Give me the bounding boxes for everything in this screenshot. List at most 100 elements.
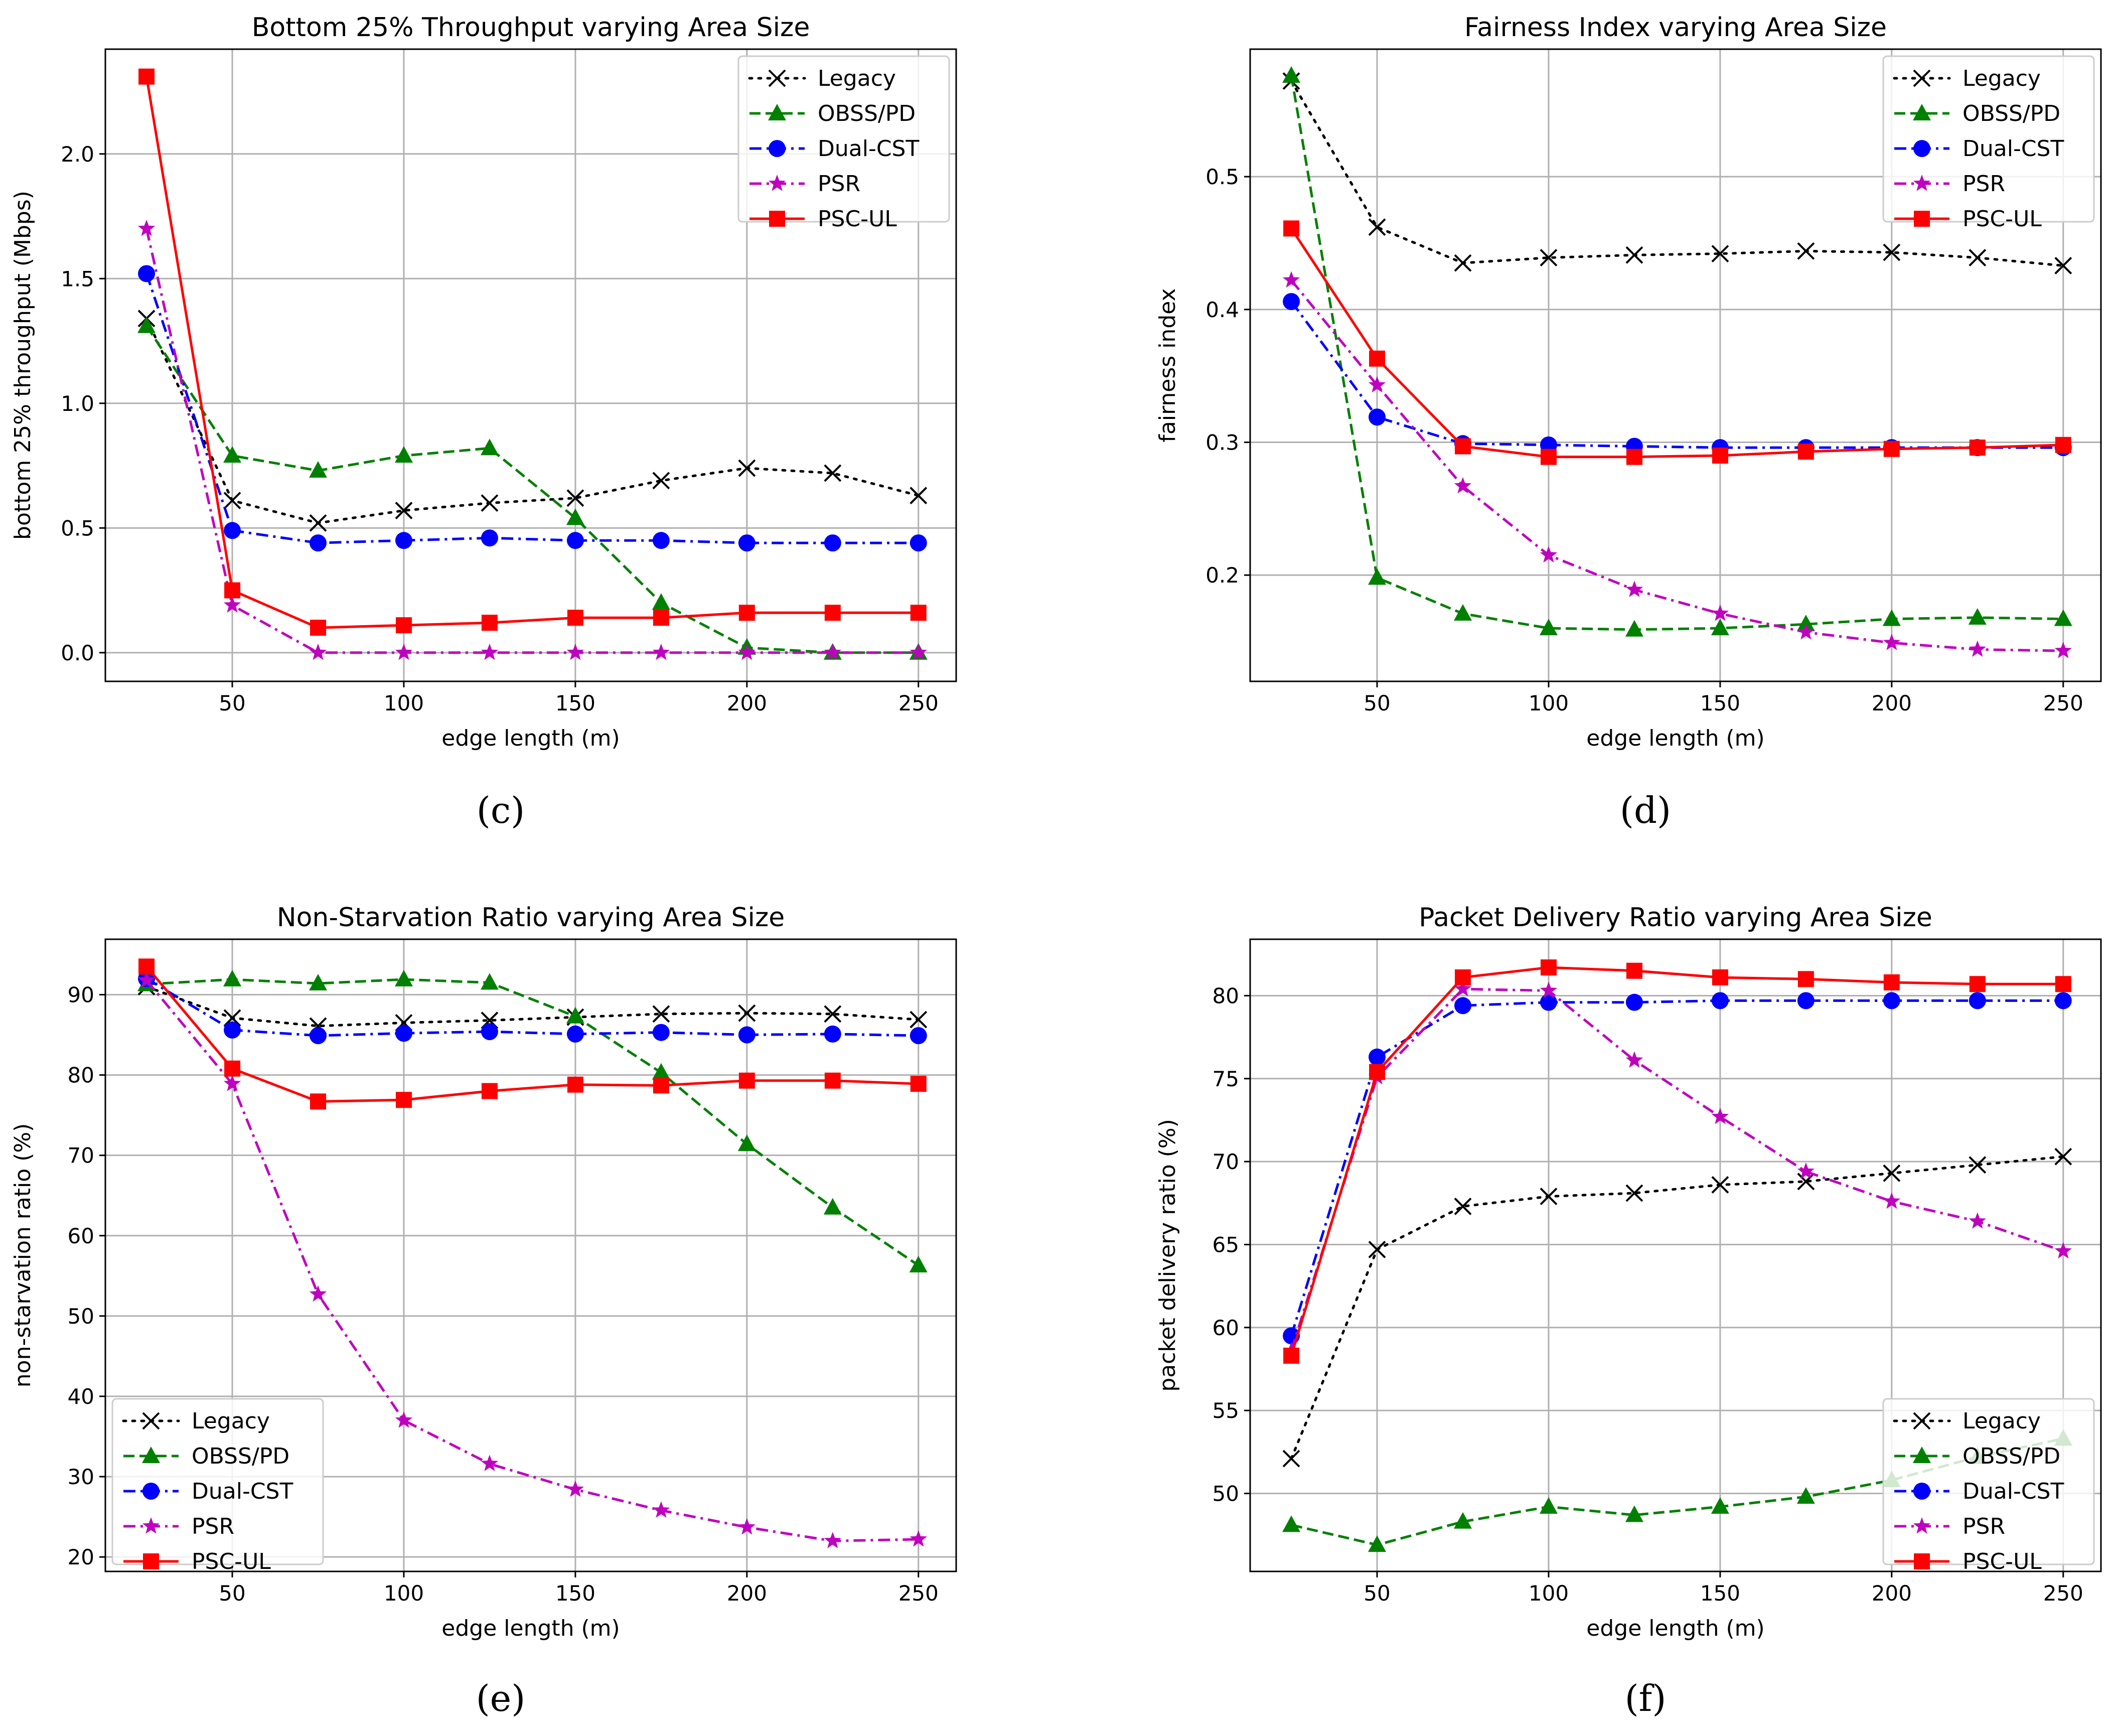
data-point: [824, 464, 842, 482]
data-point: [566, 1006, 584, 1024]
data-point: [910, 1076, 927, 1092]
data-point: [1626, 449, 1642, 465]
data-point: [910, 1530, 927, 1547]
series-line: [1290, 987, 2064, 1351]
y-tick-label: 50: [1213, 1482, 1239, 1506]
data-point: [910, 534, 927, 552]
legend-swatch-marker: [1913, 69, 1931, 87]
series-line: [1290, 228, 2063, 459]
data-point: [1711, 605, 1729, 621]
series-line: [1290, 80, 2065, 267]
data-point: [395, 1411, 413, 1428]
data-point: [1969, 976, 1986, 992]
series-line: [145, 985, 920, 1028]
series-line: [145, 979, 919, 1542]
series-obss-pd: [137, 970, 928, 1273]
data-point: [824, 1072, 841, 1089]
y-tick-label: 70: [1213, 1149, 1239, 1174]
legend-entry: OBSS/PD: [818, 101, 916, 126]
series-legacy: [1282, 1147, 2072, 1468]
legend-entry: Legacy: [1962, 1408, 2041, 1434]
legend-entry: PSC-UL: [818, 206, 897, 232]
data-point: [1368, 1535, 1387, 1552]
data-point: [481, 1083, 498, 1099]
legend-swatch-marker: [768, 69, 786, 87]
y-tick-label: 0.5: [1205, 165, 1239, 189]
data-point: [1283, 1348, 1300, 1364]
series-dual-cst: [1283, 293, 2072, 457]
y-tick-label: 50: [68, 1304, 94, 1329]
data-point: [652, 1063, 670, 1080]
data-point: [653, 610, 669, 626]
series-dual-cst: [138, 265, 927, 552]
data-point: [1796, 1487, 1815, 1504]
data-point: [137, 971, 156, 988]
x-axis-label: edge length (m): [441, 1616, 620, 1641]
data-point: [137, 316, 156, 333]
data-point: [1883, 441, 1900, 457]
legend-swatch-marker: [1913, 140, 1930, 157]
series-line: [145, 965, 919, 1103]
data-point: [1797, 1163, 1815, 1179]
series-line: [145, 76, 919, 629]
x-tick-label: 150: [555, 691, 595, 715]
legend-swatch-marker: [142, 1483, 160, 1500]
legend-entry: Legacy: [818, 66, 896, 91]
data-point: [566, 1025, 584, 1043]
data-point: [1282, 66, 1301, 83]
data-point: [481, 643, 499, 660]
y-tick-label: 30: [68, 1465, 94, 1489]
data-point: [2054, 1147, 2072, 1166]
data-point: [1797, 971, 1814, 987]
data-point: [1969, 1212, 1986, 1229]
series-line: [145, 325, 919, 654]
legend: Legacy OBSS/PD Dual-CST PSR PSC-UL: [111, 1398, 324, 1574]
data-point: [138, 68, 155, 85]
data-point: [2054, 609, 2072, 626]
series-line: [1290, 75, 2063, 631]
plot-frame: [104, 938, 957, 1572]
legend-swatch-marker: [142, 1446, 160, 1463]
series-line: [145, 317, 920, 524]
x-tick-label: 100: [1529, 691, 1569, 715]
y-axis-label: fairness index: [1155, 288, 1180, 442]
data-point: [1883, 1192, 1900, 1209]
legend-swatch-marker: [768, 104, 786, 120]
legend-entry: Dual-CST: [1962, 136, 2064, 162]
y-axis-label: bottom 25% throughput (Mbps): [10, 191, 36, 540]
legend-entry: Legacy: [192, 1408, 270, 1434]
data-point: [394, 970, 413, 987]
data-point: [824, 534, 841, 552]
data-point: [1454, 1512, 1472, 1529]
data-point: [395, 1092, 412, 1108]
data-point: [1454, 254, 1472, 272]
data-point: [1711, 992, 1729, 1009]
series-psr: [137, 971, 927, 1548]
x-axis-label: edge length (m): [1586, 1616, 1764, 1641]
data-point: [652, 532, 670, 549]
data-point: [1282, 1515, 1301, 1532]
data-point: [1883, 634, 1900, 650]
series-line: [1291, 1437, 2064, 1546]
legend-entry: Dual-CST: [818, 136, 919, 162]
panel-bottom-throughput: 50 100 150 200 250 0.0 0.5 1.0 1.5 2.0 Bottom 25% …: [10, 13, 957, 831]
data-point: [1711, 245, 1729, 263]
data-point: [1797, 1173, 1815, 1191]
data-point: [566, 1480, 584, 1497]
data-point: [1368, 218, 1386, 236]
legend-swatch-marker: [1914, 1553, 1930, 1569]
y-tick-label: 60: [68, 1224, 94, 1248]
data-point: [309, 1285, 327, 1302]
data-point: [1625, 581, 1643, 597]
x-tick-label: 100: [1529, 1581, 1569, 1606]
data-point: [566, 489, 584, 507]
data-point: [1969, 440, 1986, 456]
data-point: [1711, 1497, 1729, 1514]
data-point: [652, 472, 670, 490]
legend-swatch-marker: [1914, 211, 1930, 227]
y-tick-label: 60: [1213, 1316, 1239, 1340]
y-tick-label: 2.0: [61, 142, 94, 167]
data-point: [309, 461, 327, 478]
x-tick-label: 100: [384, 691, 424, 715]
series-psc-ul: [1283, 220, 2071, 465]
